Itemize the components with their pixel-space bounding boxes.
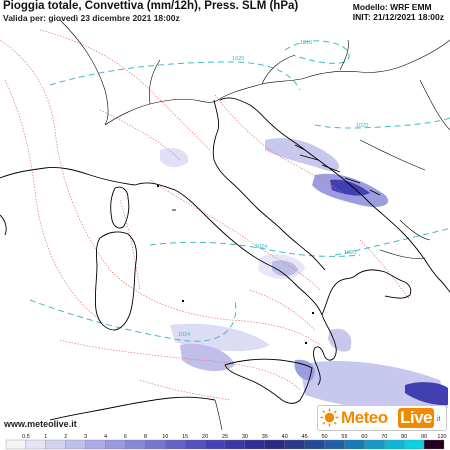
precip-color-scale: 0.5 1 2 3 4 6 8 10 15 20 25 30 35 40 45 50 55 60 70 80 90 120 xyxy=(5,434,447,450)
scale-tick-label: 35 xyxy=(262,434,268,440)
model-name: Modello: WRF EMM xyxy=(352,2,432,12)
scale-tick-label: 60 xyxy=(361,434,367,440)
isobar-line xyxy=(284,40,350,64)
isobar-line xyxy=(149,241,361,257)
scale-tick-label: 90 xyxy=(421,434,427,440)
france-coast xyxy=(0,167,136,186)
scale-swatch xyxy=(423,439,445,450)
precip-adriatic-north xyxy=(265,138,340,172)
scale-tick-label: 120 xyxy=(437,434,446,440)
scale-tick-label: 30 xyxy=(242,434,248,440)
scale-tick-label: 2 xyxy=(64,434,67,440)
scale-swatch xyxy=(25,439,46,450)
scale-swatch xyxy=(185,439,206,450)
scale-swatches xyxy=(5,439,445,450)
isobar-label: 1024 xyxy=(178,332,190,338)
city-markers xyxy=(157,185,314,344)
precip-ionian-dark xyxy=(405,382,448,406)
scale-swatch xyxy=(5,439,27,450)
precipitation-areas xyxy=(160,138,448,412)
logo-meteo-text: Meteo xyxy=(341,408,388,427)
isobar-label: 1020 xyxy=(344,250,356,256)
scale-swatch xyxy=(85,439,106,450)
isobar-line xyxy=(334,227,450,256)
scale-swatch xyxy=(304,439,325,450)
precip-alps xyxy=(160,148,189,168)
scale-swatch xyxy=(145,439,166,450)
validity-time: Valida per: giovedì 23 dicembre 2021 18:… xyxy=(3,13,180,23)
scale-tick-label: 8 xyxy=(144,434,147,440)
scale-swatch xyxy=(65,439,86,450)
precip-ionian xyxy=(300,360,448,412)
scale-swatch xyxy=(364,439,385,450)
map-title: Pioggia totale, Convettiva (mm/12h), Pre… xyxy=(3,0,299,12)
scale-tick-label: 4 xyxy=(104,434,107,440)
precip-calabria xyxy=(328,328,352,352)
scale-swatch xyxy=(125,439,146,450)
corsica-coast xyxy=(110,186,130,229)
scale-tick-label: 1 xyxy=(44,434,47,440)
italy-coast xyxy=(134,99,412,386)
precip-campania-light xyxy=(258,254,305,279)
scale-tick-label: 20 xyxy=(202,434,208,440)
scale-tick-label: 15 xyxy=(182,434,188,440)
scale-swatch xyxy=(244,439,265,450)
website-link[interactable]: www.meteolive.it xyxy=(4,419,77,429)
africa-coast xyxy=(49,396,216,421)
isobar-line xyxy=(29,299,237,342)
scale-tick-label: 55 xyxy=(341,434,347,440)
scale-swatch xyxy=(404,439,425,450)
scale-tick-label: 6 xyxy=(124,434,127,440)
precip-contours xyxy=(0,29,411,401)
scale-tick-label: 25 xyxy=(222,434,228,440)
logo-domain-text: .it xyxy=(435,416,441,423)
isobar-label: 1020 xyxy=(356,123,368,129)
sun-icon xyxy=(320,408,339,427)
isobar-line xyxy=(49,61,301,91)
scale-tick-label: 10 xyxy=(162,434,168,440)
precip-sicily-east xyxy=(294,359,315,381)
isobar-line xyxy=(314,117,450,129)
scale-swatch xyxy=(384,439,405,450)
scale-tick-label: 40 xyxy=(282,434,288,440)
scale-swatch xyxy=(105,439,126,450)
scale-swatch xyxy=(324,439,345,450)
header-left: Pioggia totale, Convettiva (mm/12h), Pre… xyxy=(3,0,299,24)
header-right: Modello: WRF EMM INIT: 21/12/2021 18:00z xyxy=(353,2,444,22)
isobar-labels: 1016 1020 1020 1024 1024 1020 xyxy=(178,40,368,338)
scale-swatch xyxy=(165,439,186,450)
precip-sicily xyxy=(180,343,235,372)
init-time: INIT: 21/12/2021 18:00z xyxy=(352,12,444,22)
isobar-label: 1024 xyxy=(255,244,267,250)
scale-swatch xyxy=(204,439,226,450)
isobars xyxy=(29,40,450,342)
scale-tick-label: 0.5 xyxy=(22,434,30,440)
scale-ticks: 0.5 1 2 3 4 6 8 10 15 20 25 30 35 40 45 50 55 60 70 80 90 120 xyxy=(22,434,447,440)
scale-swatch xyxy=(45,439,66,450)
isobar-label: 1016 xyxy=(300,40,312,46)
borders xyxy=(59,19,450,431)
scale-tick-label: 50 xyxy=(321,434,327,440)
scale-swatch xyxy=(264,439,285,450)
scale-swatch xyxy=(344,439,365,450)
balkan-coast xyxy=(219,97,450,293)
sicily-coast xyxy=(224,358,313,404)
scale-tick-label: 3 xyxy=(84,434,87,440)
scale-swatch xyxy=(224,439,246,450)
alps-border xyxy=(104,98,219,126)
coastlines xyxy=(0,97,450,421)
scale-tick-label: 45 xyxy=(302,434,308,440)
isobar-label: 1020 xyxy=(232,56,244,62)
scale-tick-label: 70 xyxy=(381,434,387,440)
scale-swatch xyxy=(284,439,305,450)
scale-tick-label: 80 xyxy=(401,434,407,440)
logo-live-text: Live xyxy=(398,408,435,428)
sardinia-coast xyxy=(94,231,138,331)
meteolive-logo[interactable]: Meteo Live .it xyxy=(317,405,447,431)
